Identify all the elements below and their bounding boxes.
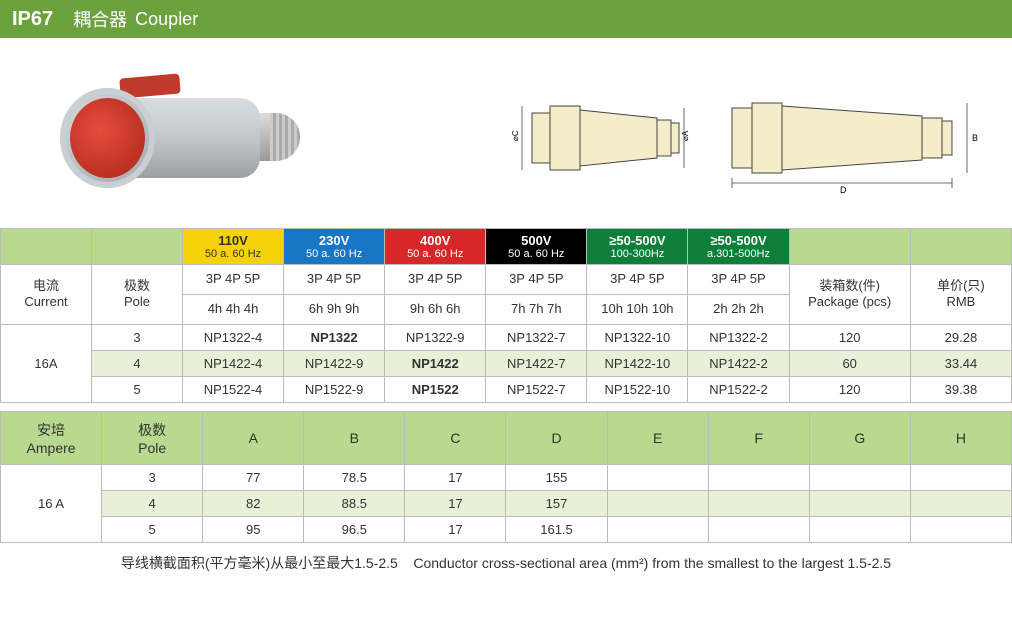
dim-col-F: F xyxy=(708,411,809,464)
svg-text:⌀A: ⌀A xyxy=(681,130,690,141)
dim-col-G: G xyxy=(809,411,910,464)
package-header: 装箱数(件) Package (pcs) xyxy=(789,265,910,325)
pole-hour-5: 3P 4P 5P xyxy=(688,265,789,295)
price-header: 单价(只) RMB xyxy=(910,265,1011,325)
pole-header: 极数 Pole xyxy=(91,265,182,325)
voltage-header-row: 110V50 a. 60 Hz 230V50 a. 60 Hz 400V50 a… xyxy=(1,229,1012,265)
dim-col-E: E xyxy=(607,411,708,464)
voltage-header-3: 500V50 a. 60 Hz xyxy=(486,229,587,265)
voltage-header-0: 110V50 a. 60 Hz xyxy=(182,229,283,265)
dim-col-B: B xyxy=(304,411,405,464)
current-cell: 16A xyxy=(1,324,92,402)
dim-pole-header: 极数 Pole xyxy=(102,411,203,464)
current-header: 电流 Current xyxy=(1,265,92,325)
title-en: Coupler xyxy=(135,9,198,30)
drawing-side-b: D B xyxy=(722,78,982,198)
pole-hour-2: 3P 4P 5P xyxy=(385,265,486,295)
table-row: 16A3NP1322-4NP1322NP1322-9NP1322-7NP1322… xyxy=(1,324,1012,350)
title-bar: IP67 耦合器 Coupler xyxy=(0,0,1012,38)
table-row: 4NP1422-4NP1422-9NP1422NP1422-7NP1422-10… xyxy=(1,350,1012,376)
pole-hour-3: 3P 4P 5P xyxy=(486,265,587,295)
table-row: 48288.517157 xyxy=(1,490,1012,516)
dim-col-H: H xyxy=(910,411,1011,464)
svg-text:D: D xyxy=(840,185,847,195)
product-table: 110V50 a. 60 Hz 230V50 a. 60 Hz 400V50 a… xyxy=(0,228,1012,403)
footnote: 导线横截面积(平方毫米)从最小至最大1.5-2.5 Conductor cros… xyxy=(0,543,1012,583)
dim-col-D: D xyxy=(506,411,607,464)
voltage-header-5: ≥50-500Va.301-500Hz xyxy=(688,229,789,265)
dim-col-A: A xyxy=(203,411,304,464)
column-header-row: 电流 Current 极数 Pole 3P 4P 5P 3P 4P 5P 3P … xyxy=(1,265,1012,295)
voltage-header-2: 400V50 a. 60 Hz xyxy=(385,229,486,265)
table-row: 16 A37778.517155 xyxy=(1,464,1012,490)
pole-hour-4: 3P 4P 5P xyxy=(587,265,688,295)
technical-drawings: ⌀C ⌀A D B xyxy=(350,78,982,198)
dimension-table: 安培 Ampere 极数 Pole A B C D E F G H 16 A37… xyxy=(0,411,1012,543)
pole-hour-1: 3P 4P 5P xyxy=(284,265,385,295)
voltage-header-1: 230V50 a. 60 Hz xyxy=(284,229,385,265)
svg-text:⌀C: ⌀C xyxy=(512,130,520,141)
ip-code: IP67 xyxy=(12,8,53,31)
ampere-cell: 16 A xyxy=(1,464,102,542)
title-cn: 耦合器 xyxy=(73,6,127,32)
table-row: 59596.517161.5 xyxy=(1,516,1012,542)
drawing-side-a: ⌀C ⌀A xyxy=(512,78,692,198)
dim-col-C: C xyxy=(405,411,506,464)
dim-header-row: 安培 Ampere 极数 Pole A B C D E F G H xyxy=(1,411,1012,464)
pole-hour-0: 3P 4P 5P xyxy=(182,265,283,295)
table-row: 5NP1522-4NP1522-9NP1522NP1522-7NP1522-10… xyxy=(1,376,1012,402)
voltage-header-4: ≥50-500V100-300Hz xyxy=(587,229,688,265)
ampere-header: 安培 Ampere xyxy=(1,411,102,464)
svg-text:B: B xyxy=(972,133,978,143)
image-row: ⌀C ⌀A D B xyxy=(0,38,1012,228)
product-photo xyxy=(30,58,310,218)
